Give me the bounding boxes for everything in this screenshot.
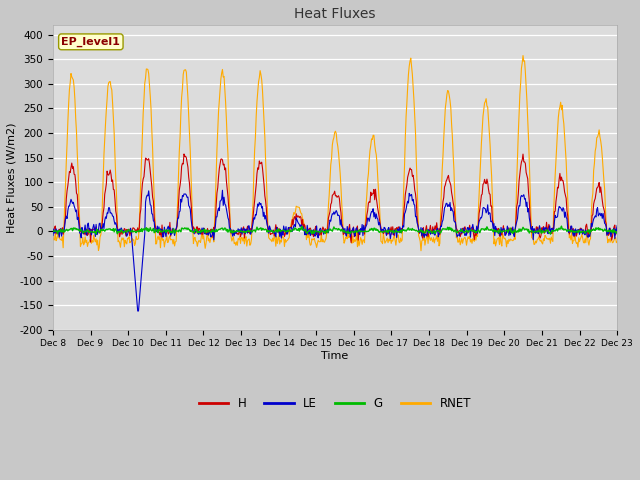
Legend: H, LE, G, RNET: H, LE, G, RNET — [194, 393, 476, 415]
Y-axis label: Heat Fluxes (W/m2): Heat Fluxes (W/m2) — [7, 122, 17, 232]
X-axis label: Time: Time — [321, 351, 349, 361]
Title: Heat Fluxes: Heat Fluxes — [294, 7, 376, 21]
Text: EP_level1: EP_level1 — [61, 36, 120, 47]
